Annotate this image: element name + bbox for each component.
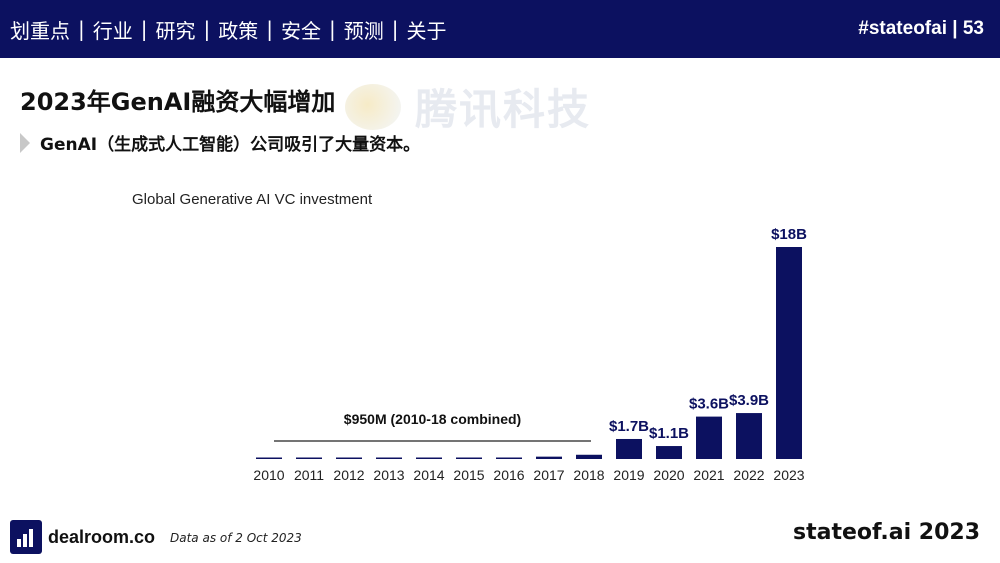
bar-2022 [736,413,762,459]
data-label-2021: $3.6B [689,396,729,413]
x-tick-label: 2013 [373,467,404,483]
x-tick-label: 2010 [253,467,284,483]
nav-item-research[interactable]: 研究 [155,18,196,43]
nav-item-safety[interactable]: 安全 [281,18,321,43]
x-tick-label: 2019 [613,467,644,483]
nav-item-policy[interactable]: 政策 [218,18,259,43]
brand-footer: stateof.ai 2023 [792,520,980,545]
x-tick-label: 2012 [333,467,364,483]
bar-2014 [416,457,442,459]
x-tick-label: 2023 [773,467,804,483]
x-tick-label: 2021 [693,467,724,483]
nav-separator: | [391,17,399,41]
nav-separator: | [140,17,148,41]
data-label-2019: $1.7B [609,418,649,435]
nav-menu: 划重点 | 行业 | 研究 | 政策 | 安全 | 预测 | 关于 [10,15,447,44]
bar-2010 [256,457,282,459]
x-tick-label: 2015 [453,467,484,483]
nav-separator: | [329,17,336,41]
hashtag-page-number: #stateofai | 53 [858,18,984,39]
subtitle-row: GenAI（生成式人工智能）公司吸引了大量资本。 [20,130,420,155]
bar-2016 [496,457,522,459]
x-tick-label: 2020 [653,467,684,483]
bar-2012 [336,457,362,459]
data-note: Data as of 2 Oct 2023 [170,531,302,545]
page-title: 2023年GenAI融资大幅增加 [20,88,336,116]
source-name: dealroom.co [48,526,156,547]
bar-2017 [536,456,562,459]
x-tick-label: 2016 [493,467,524,483]
nav-separator: | [78,17,85,41]
dealroom-logo: dealroom.co [10,520,155,554]
x-tick-label: 2022 [733,467,764,483]
nav-item-predictions[interactable]: 预测 [343,18,384,43]
x-tick-label: 2018 [573,467,604,483]
x-tick-label: 2014 [413,467,444,483]
header-bar: 划重点 | 行业 | 研究 | 政策 | 安全 | 预测 | 关于 #state… [0,0,1000,58]
bar-2015 [456,457,482,459]
watermark: 腾讯科技 [345,76,591,137]
chart-title: Global Generative AI VC investment [132,191,373,208]
bar-2018 [576,454,602,459]
annotation-text: $950M (2010-18 combined) [344,411,521,427]
data-label-2023: $18B [771,226,807,243]
nav-item-highlights[interactable]: 划重点 [10,18,70,43]
dealroom-logo-icon [10,520,42,554]
bar-2019 [616,438,642,459]
nav-item-about[interactable]: 关于 [406,18,447,43]
bar-2011 [296,457,322,459]
bar-2021 [696,416,722,459]
nav-separator: | [203,17,211,41]
bar-2013 [376,457,402,459]
bar-2023 [776,247,802,459]
page-subtitle: GenAI（生成式人工智能）公司吸引了大量资本。 [40,135,421,155]
nav-item-industry[interactable]: 行业 [92,18,133,43]
watermark-text: 腾讯科技 [415,85,592,134]
watermark-logo-icon [345,83,401,130]
x-tick-label: 2017 [533,467,564,483]
data-label-2022: $3.9B [729,392,769,409]
bar-2020 [656,446,682,459]
bullet-arrow-icon [20,132,30,153]
x-tick-label: 2011 [294,467,324,483]
data-label-2020: $1.1B [649,425,689,442]
nav-separator: | [266,17,273,41]
